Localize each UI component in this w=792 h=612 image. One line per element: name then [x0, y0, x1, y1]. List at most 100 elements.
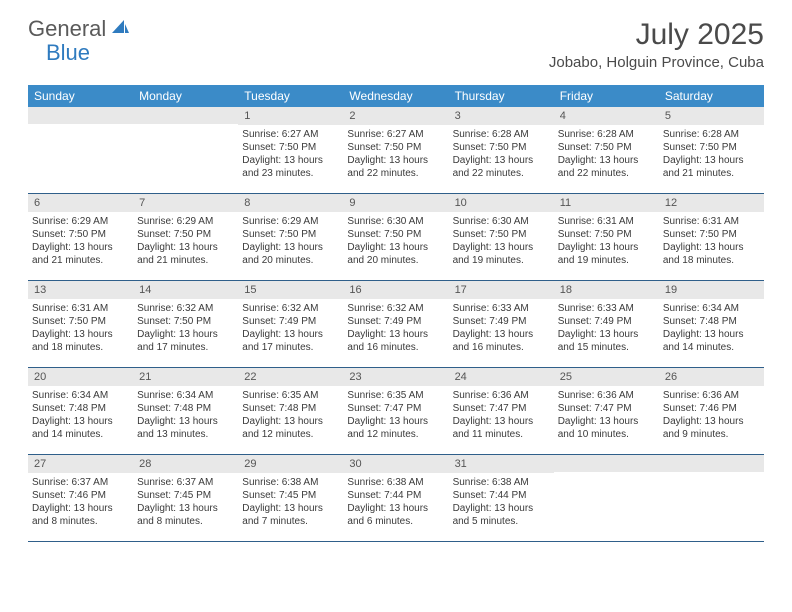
day-number: 24 — [449, 368, 554, 386]
day-line: Daylight: 13 hours — [137, 415, 234, 428]
day-cell-empty — [28, 107, 133, 193]
logo-text-general: General — [28, 18, 106, 40]
day-number: 6 — [28, 194, 133, 212]
day-content: Sunrise: 6:28 AMSunset: 7:50 PMDaylight:… — [449, 125, 554, 184]
day-line: Daylight: 13 hours — [242, 415, 339, 428]
day-cell: 17Sunrise: 6:33 AMSunset: 7:49 PMDayligh… — [449, 281, 554, 367]
day-cell: 4Sunrise: 6:28 AMSunset: 7:50 PMDaylight… — [554, 107, 659, 193]
day-line: Daylight: 13 hours — [347, 415, 444, 428]
day-line: Sunrise: 6:34 AM — [663, 302, 760, 315]
day-line: Sunrise: 6:27 AM — [347, 128, 444, 141]
day-cell: 26Sunrise: 6:36 AMSunset: 7:46 PMDayligh… — [659, 368, 764, 454]
day-cell: 3Sunrise: 6:28 AMSunset: 7:50 PMDaylight… — [449, 107, 554, 193]
day-content: Sunrise: 6:37 AMSunset: 7:46 PMDaylight:… — [28, 473, 133, 532]
day-line: and 9 minutes. — [663, 428, 760, 441]
day-line: Sunset: 7:48 PM — [663, 315, 760, 328]
day-cell: 22Sunrise: 6:35 AMSunset: 7:48 PMDayligh… — [238, 368, 343, 454]
day-line: Sunrise: 6:32 AM — [347, 302, 444, 315]
day-number: 22 — [238, 368, 343, 386]
day-content: Sunrise: 6:30 AMSunset: 7:50 PMDaylight:… — [449, 212, 554, 271]
day-cell: 25Sunrise: 6:36 AMSunset: 7:47 PMDayligh… — [554, 368, 659, 454]
day-line: Daylight: 13 hours — [242, 154, 339, 167]
day-line: and 15 minutes. — [558, 341, 655, 354]
day-line: Daylight: 13 hours — [32, 241, 129, 254]
day-header-monday: Monday — [133, 85, 238, 107]
day-content: Sunrise: 6:34 AMSunset: 7:48 PMDaylight:… — [28, 386, 133, 445]
day-line: and 11 minutes. — [453, 428, 550, 441]
day-number: 16 — [343, 281, 448, 299]
day-number: 19 — [659, 281, 764, 299]
day-content: Sunrise: 6:31 AMSunset: 7:50 PMDaylight:… — [659, 212, 764, 271]
day-content: Sunrise: 6:31 AMSunset: 7:50 PMDaylight:… — [554, 212, 659, 271]
day-line: Sunset: 7:46 PM — [32, 489, 129, 502]
day-header-thursday: Thursday — [449, 85, 554, 107]
day-number: 18 — [554, 281, 659, 299]
day-line: and 18 minutes. — [32, 341, 129, 354]
day-number: 30 — [343, 455, 448, 473]
logo: General Blue — [28, 18, 138, 64]
calendar-table: SundayMondayTuesdayWednesdayThursdayFrid… — [28, 85, 764, 542]
day-header-wednesday: Wednesday — [343, 85, 448, 107]
day-line: and 19 minutes. — [453, 254, 550, 267]
day-line: Sunset: 7:50 PM — [347, 228, 444, 241]
day-number: 23 — [343, 368, 448, 386]
day-line: Daylight: 13 hours — [663, 415, 760, 428]
day-cell: 8Sunrise: 6:29 AMSunset: 7:50 PMDaylight… — [238, 194, 343, 280]
day-line: Daylight: 13 hours — [558, 154, 655, 167]
day-content: Sunrise: 6:38 AMSunset: 7:44 PMDaylight:… — [449, 473, 554, 532]
day-line: Daylight: 13 hours — [347, 241, 444, 254]
day-number — [659, 455, 764, 472]
day-line: and 17 minutes. — [137, 341, 234, 354]
day-line: Daylight: 13 hours — [453, 502, 550, 515]
day-cell-empty — [133, 107, 238, 193]
day-content: Sunrise: 6:32 AMSunset: 7:50 PMDaylight:… — [133, 299, 238, 358]
day-number — [133, 107, 238, 124]
day-content: Sunrise: 6:38 AMSunset: 7:45 PMDaylight:… — [238, 473, 343, 532]
day-line: and 14 minutes. — [32, 428, 129, 441]
logo-text-blue: Blue — [46, 42, 90, 64]
day-content: Sunrise: 6:36 AMSunset: 7:47 PMDaylight:… — [449, 386, 554, 445]
day-number: 1 — [238, 107, 343, 125]
day-line: Daylight: 13 hours — [32, 328, 129, 341]
day-line: and 17 minutes. — [242, 341, 339, 354]
day-line: Sunset: 7:50 PM — [558, 141, 655, 154]
day-content: Sunrise: 6:32 AMSunset: 7:49 PMDaylight:… — [343, 299, 448, 358]
day-content: Sunrise: 6:27 AMSunset: 7:50 PMDaylight:… — [238, 125, 343, 184]
day-line: Daylight: 13 hours — [663, 154, 760, 167]
day-line: and 12 minutes. — [242, 428, 339, 441]
day-line: Sunrise: 6:33 AM — [453, 302, 550, 315]
day-line: and 23 minutes. — [242, 167, 339, 180]
day-line: Sunrise: 6:28 AM — [558, 128, 655, 141]
week-row: 27Sunrise: 6:37 AMSunset: 7:46 PMDayligh… — [28, 455, 764, 542]
weeks-container: 1Sunrise: 6:27 AMSunset: 7:50 PMDaylight… — [28, 107, 764, 542]
day-line: Sunset: 7:50 PM — [137, 315, 234, 328]
week-row: 6Sunrise: 6:29 AMSunset: 7:50 PMDaylight… — [28, 194, 764, 281]
day-line: Sunset: 7:50 PM — [242, 228, 339, 241]
day-content: Sunrise: 6:36 AMSunset: 7:46 PMDaylight:… — [659, 386, 764, 445]
day-number: 26 — [659, 368, 764, 386]
day-number: 17 — [449, 281, 554, 299]
day-line: and 21 minutes. — [32, 254, 129, 267]
day-cell: 9Sunrise: 6:30 AMSunset: 7:50 PMDaylight… — [343, 194, 448, 280]
day-number: 3 — [449, 107, 554, 125]
day-number: 11 — [554, 194, 659, 212]
day-line: Sunset: 7:48 PM — [32, 402, 129, 415]
day-line: Daylight: 13 hours — [453, 154, 550, 167]
day-line: Sunrise: 6:30 AM — [453, 215, 550, 228]
day-line: Sunset: 7:47 PM — [453, 402, 550, 415]
day-line: and 8 minutes. — [137, 515, 234, 528]
day-line: Daylight: 13 hours — [32, 502, 129, 515]
day-line: and 22 minutes. — [453, 167, 550, 180]
day-line: Daylight: 13 hours — [137, 328, 234, 341]
day-line: Sunrise: 6:35 AM — [347, 389, 444, 402]
day-header-row: SundayMondayTuesdayWednesdayThursdayFrid… — [28, 85, 764, 107]
day-cell: 7Sunrise: 6:29 AMSunset: 7:50 PMDaylight… — [133, 194, 238, 280]
day-number: 8 — [238, 194, 343, 212]
day-line: Sunrise: 6:30 AM — [347, 215, 444, 228]
month-title: July 2025 — [549, 18, 764, 52]
location-text: Jobabo, Holguin Province, Cuba — [549, 54, 764, 71]
day-line: and 22 minutes. — [347, 167, 444, 180]
day-content: Sunrise: 6:36 AMSunset: 7:47 PMDaylight:… — [554, 386, 659, 445]
day-line: Sunset: 7:49 PM — [242, 315, 339, 328]
day-content: Sunrise: 6:35 AMSunset: 7:48 PMDaylight:… — [238, 386, 343, 445]
